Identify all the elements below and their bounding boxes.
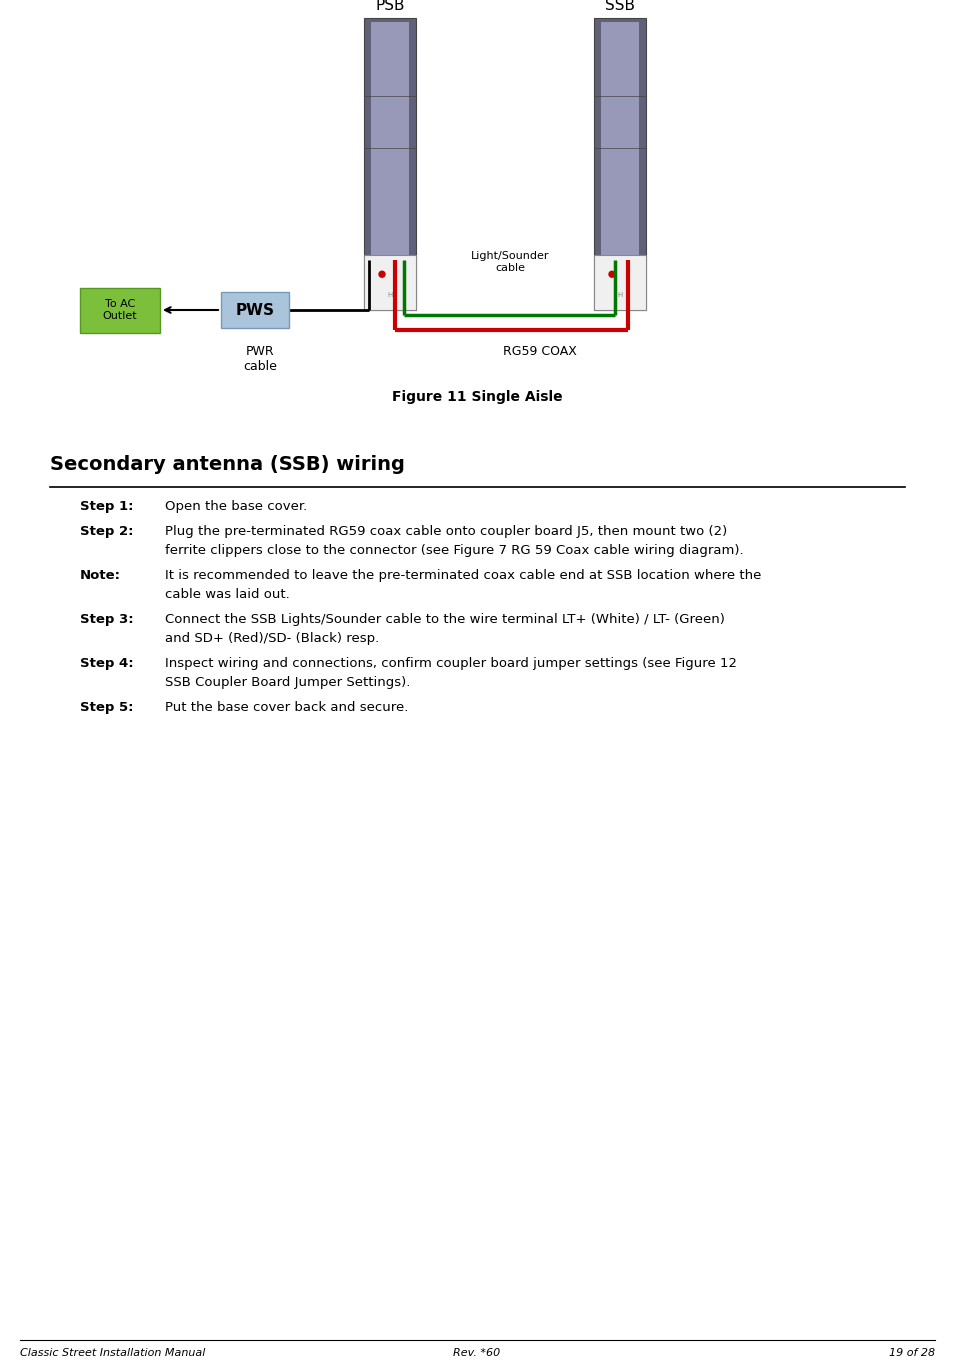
Text: To AC
Outlet: To AC Outlet (103, 299, 138, 321)
Circle shape (609, 271, 615, 277)
Text: H: H (388, 292, 393, 297)
Text: Connect the SSB Lights/Sounder cable to the wire terminal LT+ (White) / LT- (Gre: Connect the SSB Lights/Sounder cable to … (165, 612, 725, 626)
Bar (601, 22, 639, 255)
Text: Step 2:: Step 2: (80, 525, 134, 538)
Text: and SD+ (Red)/SD- (Black) resp.: and SD+ (Red)/SD- (Black) resp. (165, 632, 379, 645)
Text: Light/Sounder
cable: Light/Sounder cable (471, 252, 549, 273)
Bar (594, 255, 646, 310)
Text: Step 4:: Step 4: (80, 658, 134, 670)
Text: SSB Coupler Board Jumper Settings).: SSB Coupler Board Jumper Settings). (165, 675, 411, 689)
Text: Put the base cover back and secure.: Put the base cover back and secure. (165, 701, 409, 714)
Text: cable was laid out.: cable was laid out. (165, 588, 289, 601)
Text: ferrite clippers close to the connector (see Figure 7 RG 59 Coax cable wiring di: ferrite clippers close to the connector … (165, 544, 744, 558)
Text: Open the base cover.: Open the base cover. (165, 500, 308, 512)
Bar (221, 292, 289, 327)
Text: Secondary antenna (SSB) wiring: Secondary antenna (SSB) wiring (50, 455, 405, 474)
Bar (364, 255, 416, 310)
Text: Figure 11 Single Aisle: Figure 11 Single Aisle (392, 390, 562, 404)
Text: RG59 COAX: RG59 COAX (503, 345, 577, 358)
Text: Rev. *60: Rev. *60 (454, 1348, 500, 1358)
Text: Step 3:: Step 3: (80, 612, 134, 626)
Bar (80, 288, 160, 333)
Text: Step 1:: Step 1: (80, 500, 134, 512)
Text: 19 of 28: 19 of 28 (889, 1348, 935, 1358)
Text: Classic Street Installation Manual: Classic Street Installation Manual (20, 1348, 205, 1358)
Text: PWS: PWS (236, 303, 274, 318)
Text: SSB: SSB (605, 0, 635, 12)
Bar (594, 18, 646, 310)
Text: Inspect wiring and connections, confirm coupler board jumper settings (see Figur: Inspect wiring and connections, confirm … (165, 658, 737, 670)
Text: H: H (617, 292, 623, 297)
Text: It is recommended to leave the pre-terminated coax cable end at SSB location whe: It is recommended to leave the pre-termi… (165, 569, 761, 582)
Circle shape (379, 271, 385, 277)
Text: Note:: Note: (80, 569, 121, 582)
Text: Plug the pre-terminated RG59 coax cable onto coupler board J5, then mount two (2: Plug the pre-terminated RG59 coax cable … (165, 525, 728, 538)
Bar (364, 18, 416, 310)
Bar (371, 22, 409, 255)
Text: PSB: PSB (375, 0, 405, 12)
Text: PWR
cable: PWR cable (244, 345, 277, 373)
Text: Step 5:: Step 5: (80, 701, 134, 714)
